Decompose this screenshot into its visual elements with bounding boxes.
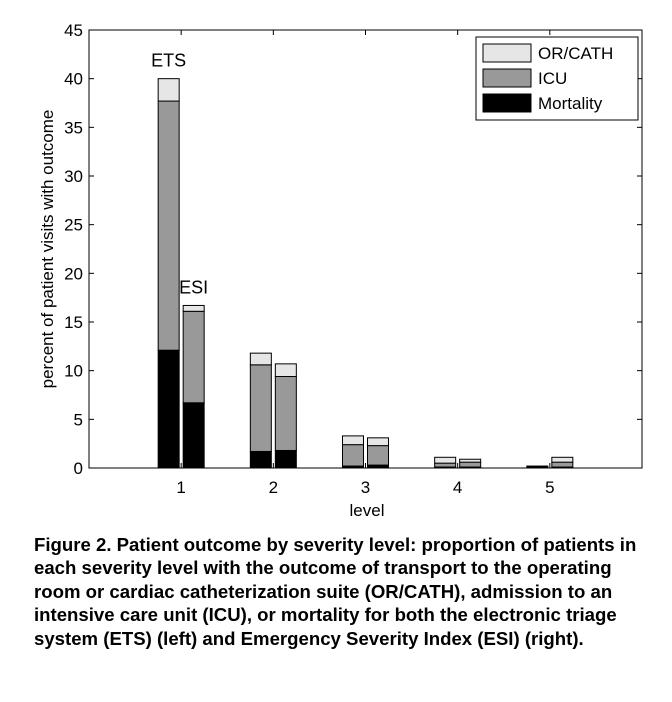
annotation-ets: ETS <box>151 51 186 71</box>
bar-ets-icu-level-4 <box>434 462 457 468</box>
y-tick-label: 30 <box>64 167 83 186</box>
bar-ets-or-cath-level-2 <box>249 352 272 366</box>
bar-ets-or-cath-level-3 <box>342 435 364 446</box>
bar-esi-or-cath-level-2 <box>274 363 297 378</box>
figure-caption: Figure 2. Patient outcome by severity le… <box>34 534 637 649</box>
x-tick-label: 1 <box>176 478 185 497</box>
y-tick-label: 25 <box>64 216 83 235</box>
y-tick-label: 40 <box>64 70 83 89</box>
bar-esi-icu-level-2 <box>274 376 297 451</box>
y-tick-label: 5 <box>74 410 83 429</box>
bars-layer <box>157 78 574 469</box>
bar-esi-or-cath-level-1 <box>182 304 205 312</box>
bar-ets-icu-level-3 <box>342 444 364 467</box>
bar-ets-icu-level-2 <box>249 364 272 452</box>
x-tick-label: 5 <box>545 478 554 497</box>
bar-esi-icu-level-3 <box>367 445 389 466</box>
legend-label-mortality: Mortality <box>538 94 603 113</box>
y-tick-label: 15 <box>64 313 83 332</box>
y-tick-label: 10 <box>64 362 83 381</box>
bar-esi-icu-level-1 <box>182 310 205 404</box>
x-tick-label: 2 <box>269 478 278 497</box>
y-tick-label: 35 <box>64 118 83 137</box>
bar-esi-icu-level-4 <box>459 461 482 468</box>
bar-ets-or-cath-level-1 <box>157 78 180 102</box>
x-tick-label: 3 <box>361 478 370 497</box>
bar-ets-mortality-level-1 <box>157 349 180 469</box>
bar-ets-or-cath-level-4 <box>434 456 457 464</box>
x-tick-label: 4 <box>453 478 462 497</box>
legend-label-icu: ICU <box>538 69 567 88</box>
bar-esi-mortality-level-2 <box>274 449 297 469</box>
legend-swatch-icu <box>482 68 532 88</box>
legend-swatch-mortality <box>482 93 532 113</box>
bar-esi-mortality-level-1 <box>182 402 205 469</box>
legend-swatch-or-cath <box>482 43 532 63</box>
y-tick-label: 20 <box>64 264 83 283</box>
bar-ets-icu-level-1 <box>157 100 180 351</box>
bar-ets-mortality-level-2 <box>249 450 272 469</box>
x-axis-title: level <box>350 501 385 520</box>
y-tick-label: 45 <box>64 21 83 40</box>
y-axis: 0 5 10 15 20 25 30 35 40 45 <box>64 21 642 478</box>
bar-esi-icu-level-5 <box>551 461 574 468</box>
y-axis-title: percent of patient visits with outcome <box>38 110 57 389</box>
bar-esi-or-cath-level-5 <box>551 456 574 463</box>
legend-label-or-cath: OR/CATH <box>538 44 613 63</box>
annotation-esi: ESI <box>179 277 208 297</box>
y-tick-label: 0 <box>74 459 83 478</box>
x-axis: 1 2 3 4 5 <box>176 30 555 497</box>
annotations: ETS ESI <box>151 51 208 298</box>
legend: OR/CATH ICU Mortality <box>475 36 639 121</box>
bar-esi-or-cath-level-4 <box>459 458 482 463</box>
bar-esi-or-cath-level-3 <box>367 437 389 447</box>
